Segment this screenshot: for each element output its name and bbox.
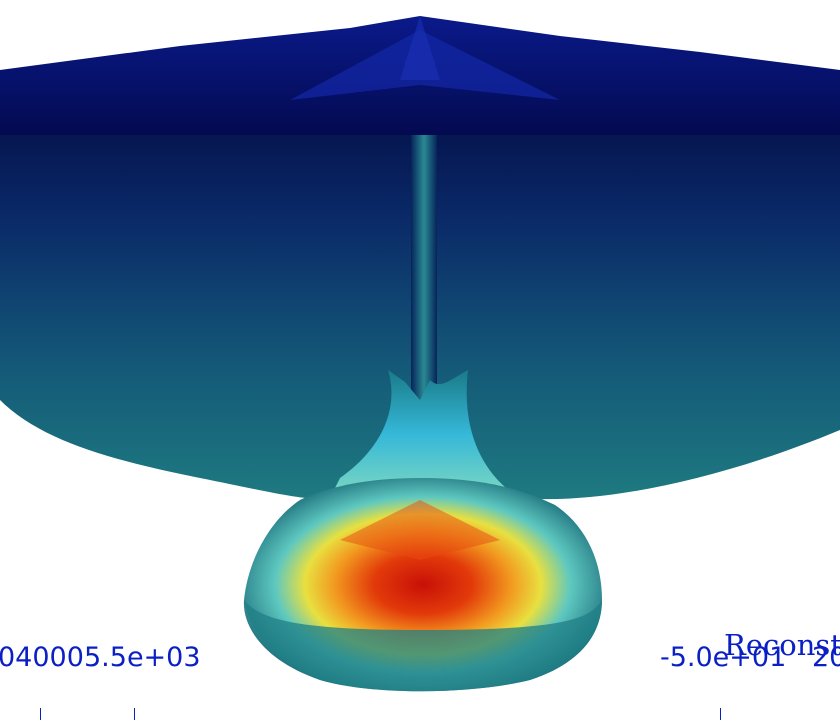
colorbar-right-tick-label-2: 20 [812,642,840,673]
colorbar-left-tick-2 [134,708,135,720]
bulb-blob [243,478,602,692]
surface-top [0,16,840,135]
colorbar-left-tick-label-2: 5.5e+03 [84,642,201,673]
neck [330,370,520,498]
colorbar-right-tick-1 [720,708,721,720]
colorbar-right-tick-label-1: -5.0e+01 [660,642,787,673]
colorbar-left-tick-label-1: 04000 [0,642,84,673]
colorbar-right-title: Reconst [724,628,840,662]
colorbar-left-tick-1 [40,708,41,720]
